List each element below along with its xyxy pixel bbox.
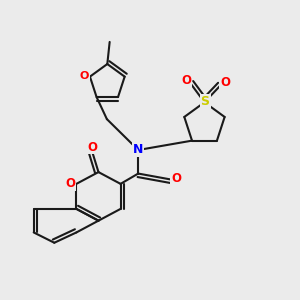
- Text: S: S: [201, 95, 210, 108]
- Text: O: O: [80, 71, 89, 81]
- Text: O: O: [65, 177, 75, 190]
- Text: O: O: [181, 74, 191, 87]
- Text: O: O: [88, 141, 98, 154]
- Text: O: O: [171, 172, 181, 185]
- Text: N: N: [133, 143, 143, 157]
- Text: O: O: [220, 76, 230, 89]
